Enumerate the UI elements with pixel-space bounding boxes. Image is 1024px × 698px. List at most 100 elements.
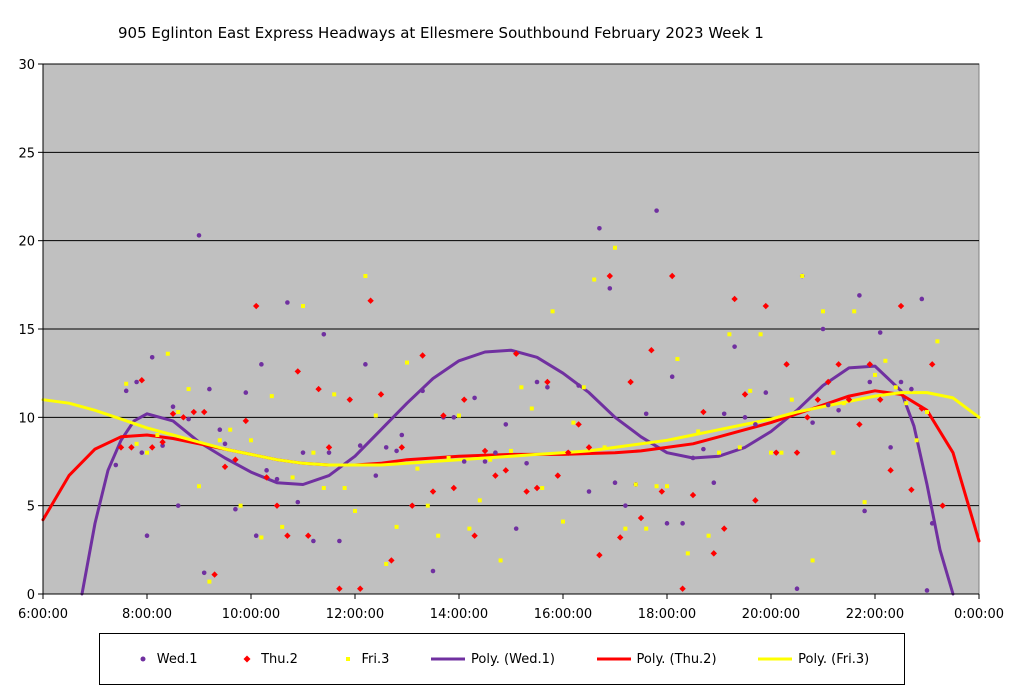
point-wed-1 [586,489,592,494]
point-thu-2 [596,551,603,559]
point-fri-3 [446,455,451,460]
legend-swatch [140,656,146,662]
point-fri-3 [197,484,201,489]
point-fri-3 [696,429,701,434]
legend-item: Poly. (Wed.1) [431,652,555,667]
point-wed-1 [300,450,306,455]
legend-label: Poly. (Wed.1) [471,651,555,667]
point-thu-2 [856,421,863,428]
legend-item: Poly. (Fri.3) [758,652,869,667]
point-wed-1 [721,411,727,417]
point-wed-1 [311,538,316,544]
point-fri-3 [363,274,368,278]
point-fri-3 [675,357,680,362]
point-fri-3 [280,524,285,529]
legend-swatch [243,655,251,663]
point-wed-1 [321,332,327,337]
point-thu-2 [679,585,686,592]
point-wed-1 [217,427,223,433]
point-wed-1 [919,296,925,302]
point-fri-3 [134,441,139,446]
x-axis: 6:00:00 8:00:00 10:00:00 12:00:00 14:00:00 16… [18,594,1004,622]
point-fri-3 [852,309,857,314]
point-fri-3 [373,413,378,418]
point-fri-3 [425,503,430,508]
legend-swatch [345,657,350,661]
point-wed-1 [170,404,176,410]
point-thu-2 [502,467,509,474]
point-thu-2 [585,444,593,451]
point-fri-3 [353,508,357,513]
point-thu-2 [929,361,936,368]
point-fri-3 [925,410,929,415]
point-fri-3 [800,274,805,278]
point-wed-1 [929,521,935,526]
point-thu-2 [263,474,270,481]
point-thu-2 [825,378,832,386]
point-thu-2 [440,412,447,419]
point-wed-1 [643,411,649,417]
point-fri-3 [935,339,940,344]
point-fri-3 [561,519,565,524]
legend-swatch [758,657,793,661]
point-fri-3 [332,392,337,397]
point-fri-3 [904,401,909,406]
point-wed-1 [123,388,129,394]
point-thu-2 [648,347,655,354]
point-fri-3 [706,533,711,538]
x-tick-label: 22:00:00 [846,607,904,622]
point-thu-2 [544,378,551,386]
point-fri-3 [654,484,659,489]
point-wed-1 [711,480,717,486]
point-wed-1 [222,441,228,447]
point-fri-3 [873,372,877,377]
x-tick-label: 20:00:00 [742,607,800,622]
legend-swatch [596,657,631,661]
point-fri-3 [124,381,129,386]
point-fri-3 [498,558,503,563]
point-fri-3 [779,450,784,455]
point-wed-1 [680,521,685,526]
point-fri-3 [228,427,233,432]
point-thu-2 [284,532,291,539]
point-wed-1 [196,233,202,238]
point-fri-3 [311,450,316,455]
point-wed-1 [597,226,602,231]
x-tick-label: 18:00:00 [638,607,696,622]
trendline-poly-thu-2 [41,389,981,543]
point-fri-3 [748,388,753,393]
data-points [113,208,946,593]
point-thu-2 [325,444,333,451]
point-wed-1 [295,499,301,505]
point-thu-2 [305,532,312,539]
point-thu-2 [357,585,364,592]
point-fri-3 [301,304,305,309]
point-wed-1 [482,459,488,464]
point-wed-1 [503,422,509,427]
point-fri-3 [665,484,669,489]
point-wed-1 [243,390,249,395]
point-wed-1 [877,330,883,335]
point-fri-3 [384,561,389,566]
point-thu-2 [367,297,374,304]
point-wed-1 [836,407,841,413]
point-fri-3 [467,526,472,531]
point-thu-2 [793,449,801,456]
point-fri-3 [769,450,773,455]
point-fri-3 [644,526,649,531]
trendline-poly-wed-1 [80,348,955,596]
point-wed-1 [623,503,628,508]
point-wed-1 [669,374,675,380]
point-thu-2 [637,514,645,522]
point-wed-1 [867,379,873,385]
point-thu-2 [617,534,624,541]
point-wed-1 [545,385,550,390]
x-tick-label: 14:00:00 [430,607,488,622]
point-wed-1 [139,450,145,455]
point-thu-2 [866,361,873,368]
x-tick-label: 6:00:00 [18,607,68,622]
chart-title: 905 Eglinton East Express Headways at El… [118,24,764,42]
point-thu-2 [388,557,395,564]
point-fri-3 [145,450,149,455]
point-fri-3 [457,413,461,418]
